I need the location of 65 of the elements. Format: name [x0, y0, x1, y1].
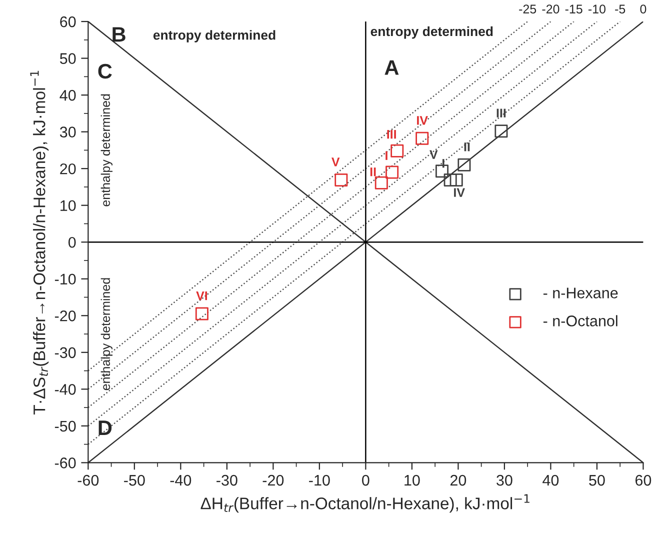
series-label: -25: [519, 4, 536, 14]
y-axis-title: T·ΔS$_{tr}$(Buffer→n-Octanol/n-Hexane), kJ·mol$^{−1}$: [30, 70, 49, 414]
y-tick-label: 30: [60, 126, 76, 138]
point: [374, 176, 388, 190]
annotation: B: [112, 27, 126, 42]
annotation: A: [384, 60, 399, 75]
point: [458, 158, 471, 172]
y-tick-label: 40: [60, 90, 76, 101]
x-tick-label: -50: [124, 474, 145, 486]
point: [444, 173, 457, 186]
annotation: VI: [196, 291, 208, 300]
annotation: IV: [454, 188, 465, 197]
point: [450, 173, 463, 186]
annotation: V: [332, 158, 340, 166]
x-tick-label: 20: [450, 474, 466, 486]
annotation: III: [496, 108, 506, 118]
point: [390, 144, 404, 158]
y-tick-label: -30: [54, 347, 76, 358]
x-tick-label: 0: [362, 474, 370, 486]
x-tick-label: 40: [542, 474, 559, 486]
series-label: -15: [565, 4, 582, 14]
x-tick-label: 50: [589, 474, 605, 486]
x-axis-title: ΔH$_{tr}$(Buffer→n-Octanol/n-Hexane), kJ·mol$^{−1}$: [200, 494, 530, 513]
y-tick-label: -60: [54, 458, 76, 468]
point: [416, 132, 429, 145]
annotation: enthalpy determined: [100, 94, 112, 206]
y-tick-label: 60: [60, 16, 76, 28]
y-tick-label: 0: [68, 236, 76, 248]
x-tick-label: -30: [216, 474, 238, 486]
point: [494, 124, 508, 138]
point: [386, 166, 399, 179]
y-tick-label: 20: [60, 163, 76, 174]
x-tick-label: -20: [262, 474, 284, 486]
legend-label: - n-Octanol: [543, 315, 618, 326]
y-tick-label: -20: [54, 310, 76, 322]
annotation: IV: [417, 116, 428, 125]
annotation: C: [98, 64, 112, 79]
annotation: III: [387, 130, 396, 139]
y-tick-label: 50: [60, 53, 76, 64]
annotation: entropy determined: [153, 30, 276, 42]
annotation: enthalpy determined: [100, 278, 112, 390]
y-tick-label: 10: [60, 200, 76, 212]
annotation: II: [464, 142, 470, 152]
x-tick-label: 60: [635, 474, 652, 486]
series-label: 0: [640, 4, 646, 14]
x-tick-label: -10: [309, 474, 330, 486]
annotation: V: [430, 150, 438, 159]
series-label: -10: [588, 4, 606, 14]
x-tick-label: 10: [404, 474, 420, 486]
x-tick-label: -60: [78, 474, 99, 486]
point: [195, 307, 208, 320]
annotation: D: [98, 420, 112, 435]
series-label: -5: [615, 4, 626, 14]
annotation: I: [386, 151, 388, 160]
point: [334, 173, 348, 186]
x-tick-label: -40: [170, 474, 192, 486]
annotation: II: [370, 168, 376, 176]
legend-label: - n-Hexane: [543, 288, 618, 298]
point: [435, 164, 449, 178]
series-label: -20: [542, 4, 560, 14]
y-tick-label: -10: [54, 274, 76, 285]
annotation: entropy determined: [370, 26, 493, 39]
x-tick-label: 30: [496, 474, 512, 486]
y-tick-label: -50: [54, 420, 76, 432]
y-tick-label: -40: [54, 384, 76, 395]
